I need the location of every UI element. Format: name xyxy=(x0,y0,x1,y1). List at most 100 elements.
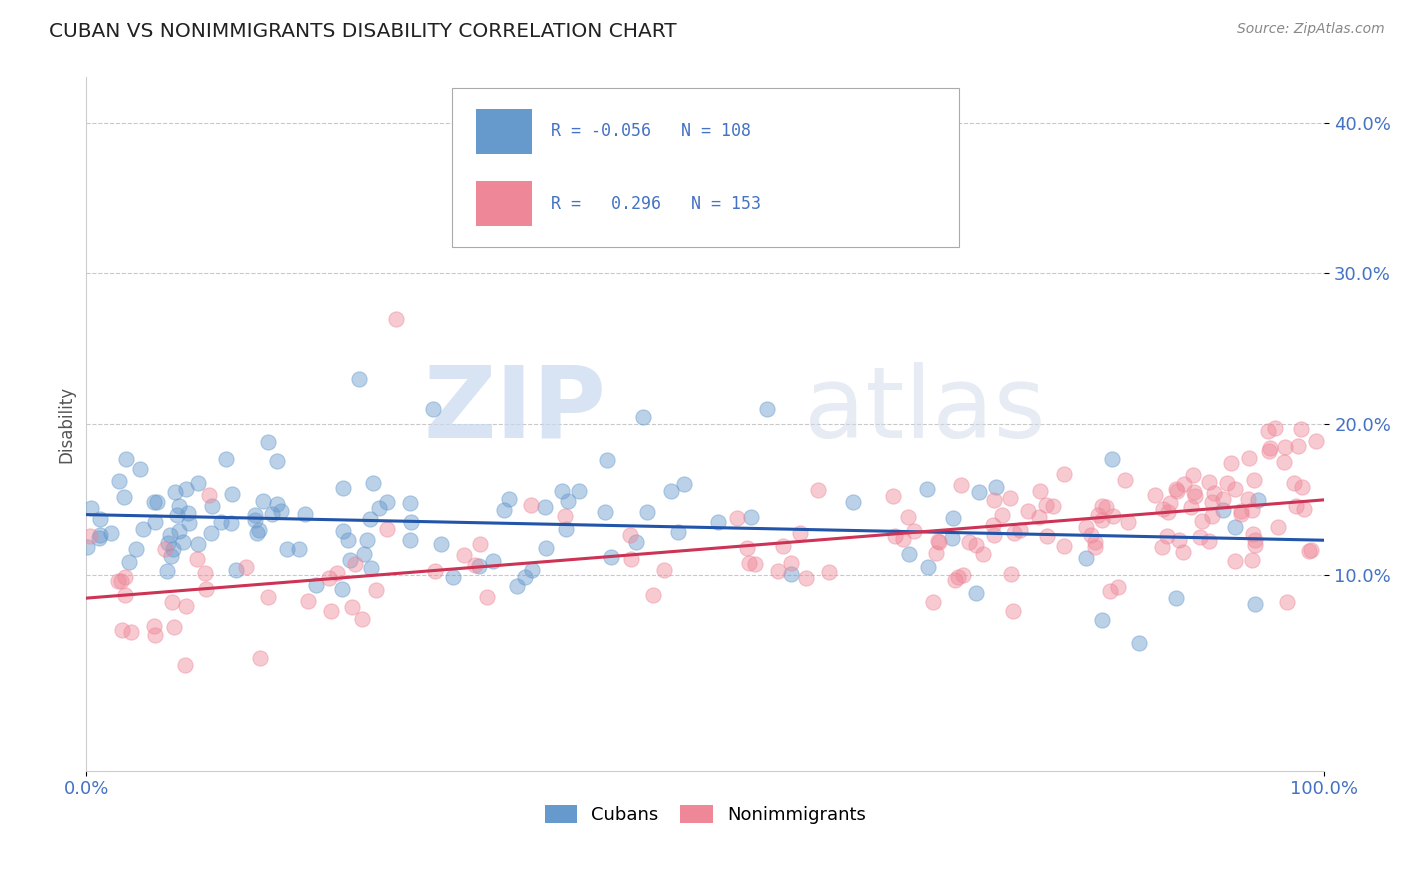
Point xyxy=(398,496,420,510)
Point xyxy=(468,559,491,574)
Point xyxy=(319,604,342,618)
Point xyxy=(841,495,863,509)
Point xyxy=(619,551,641,566)
Point xyxy=(350,612,373,626)
Point xyxy=(1156,529,1178,543)
Point xyxy=(1274,440,1296,454)
Point xyxy=(789,525,811,540)
Point xyxy=(187,537,209,551)
Point xyxy=(1180,500,1202,515)
Point xyxy=(110,574,132,588)
Text: CUBAN VS NONIMMIGRANTS DISABILITY CORRELATION CHART: CUBAN VS NONIMMIGRANTS DISABILITY CORREL… xyxy=(49,22,676,41)
Point xyxy=(1181,468,1204,483)
Point xyxy=(600,549,623,564)
Point xyxy=(243,512,266,526)
Point xyxy=(245,508,267,522)
Point xyxy=(339,553,361,567)
Point xyxy=(984,480,1007,494)
Point xyxy=(1198,534,1220,549)
Point xyxy=(882,489,904,503)
Point xyxy=(246,525,269,540)
Point xyxy=(214,452,236,467)
Point xyxy=(927,534,949,549)
Point xyxy=(1001,604,1024,618)
Point xyxy=(633,409,655,424)
Point xyxy=(385,311,408,326)
Point xyxy=(1301,542,1323,557)
Point xyxy=(957,535,980,549)
Point xyxy=(1000,567,1022,582)
Point xyxy=(1191,514,1213,528)
Point xyxy=(1035,498,1057,512)
Point xyxy=(276,541,298,556)
Point xyxy=(1042,500,1064,514)
Point xyxy=(534,541,557,555)
Point xyxy=(624,534,647,549)
Point xyxy=(498,492,520,507)
Point xyxy=(1084,541,1107,555)
Point xyxy=(177,506,200,520)
Point xyxy=(166,508,188,522)
Point xyxy=(1267,520,1289,534)
Point xyxy=(1173,477,1195,491)
Point xyxy=(898,547,921,561)
Point xyxy=(330,582,353,596)
Point xyxy=(209,515,232,529)
Point xyxy=(143,495,166,509)
Point xyxy=(194,566,217,580)
Point xyxy=(361,476,384,491)
Point xyxy=(520,563,543,577)
Point xyxy=(176,483,198,497)
Point xyxy=(941,531,963,545)
Y-axis label: Disability: Disability xyxy=(58,385,75,463)
Point xyxy=(652,563,675,577)
Point xyxy=(186,552,208,566)
Point xyxy=(343,557,366,571)
Point xyxy=(942,511,965,525)
Point xyxy=(252,493,274,508)
Point xyxy=(429,537,451,551)
Point xyxy=(270,504,292,518)
Point xyxy=(1166,484,1188,499)
Point xyxy=(464,558,486,573)
Point xyxy=(551,483,574,498)
Point xyxy=(1159,495,1181,509)
Point xyxy=(225,563,247,577)
Point xyxy=(475,590,498,604)
Point xyxy=(364,582,387,597)
Point xyxy=(162,541,184,556)
Point xyxy=(294,507,316,521)
Point xyxy=(453,548,475,562)
Bar xyxy=(477,181,531,227)
Point xyxy=(1202,486,1225,500)
Point xyxy=(967,484,990,499)
Point xyxy=(257,435,280,450)
Point xyxy=(360,560,382,574)
Point xyxy=(1282,476,1305,491)
FancyBboxPatch shape xyxy=(451,87,959,247)
Point xyxy=(200,526,222,541)
Point xyxy=(557,494,579,508)
Point xyxy=(983,528,1005,542)
Point xyxy=(1074,520,1097,534)
Point xyxy=(441,569,464,583)
Point xyxy=(422,402,444,417)
Point xyxy=(1028,483,1050,498)
Point xyxy=(108,474,131,488)
Point xyxy=(288,541,311,556)
Point xyxy=(744,557,766,571)
Point xyxy=(998,491,1021,505)
Legend: Cubans, Nonimmigrants: Cubans, Nonimmigrants xyxy=(544,805,866,824)
Point xyxy=(1182,485,1205,500)
Point xyxy=(1258,442,1281,456)
Point xyxy=(965,538,987,552)
Point xyxy=(1087,508,1109,523)
Point xyxy=(1116,515,1139,529)
Point xyxy=(903,524,925,538)
Point xyxy=(1095,500,1118,514)
Point xyxy=(304,577,326,591)
Point xyxy=(1028,510,1050,524)
Point xyxy=(118,555,141,569)
Point xyxy=(1053,539,1076,553)
Point xyxy=(143,619,166,633)
